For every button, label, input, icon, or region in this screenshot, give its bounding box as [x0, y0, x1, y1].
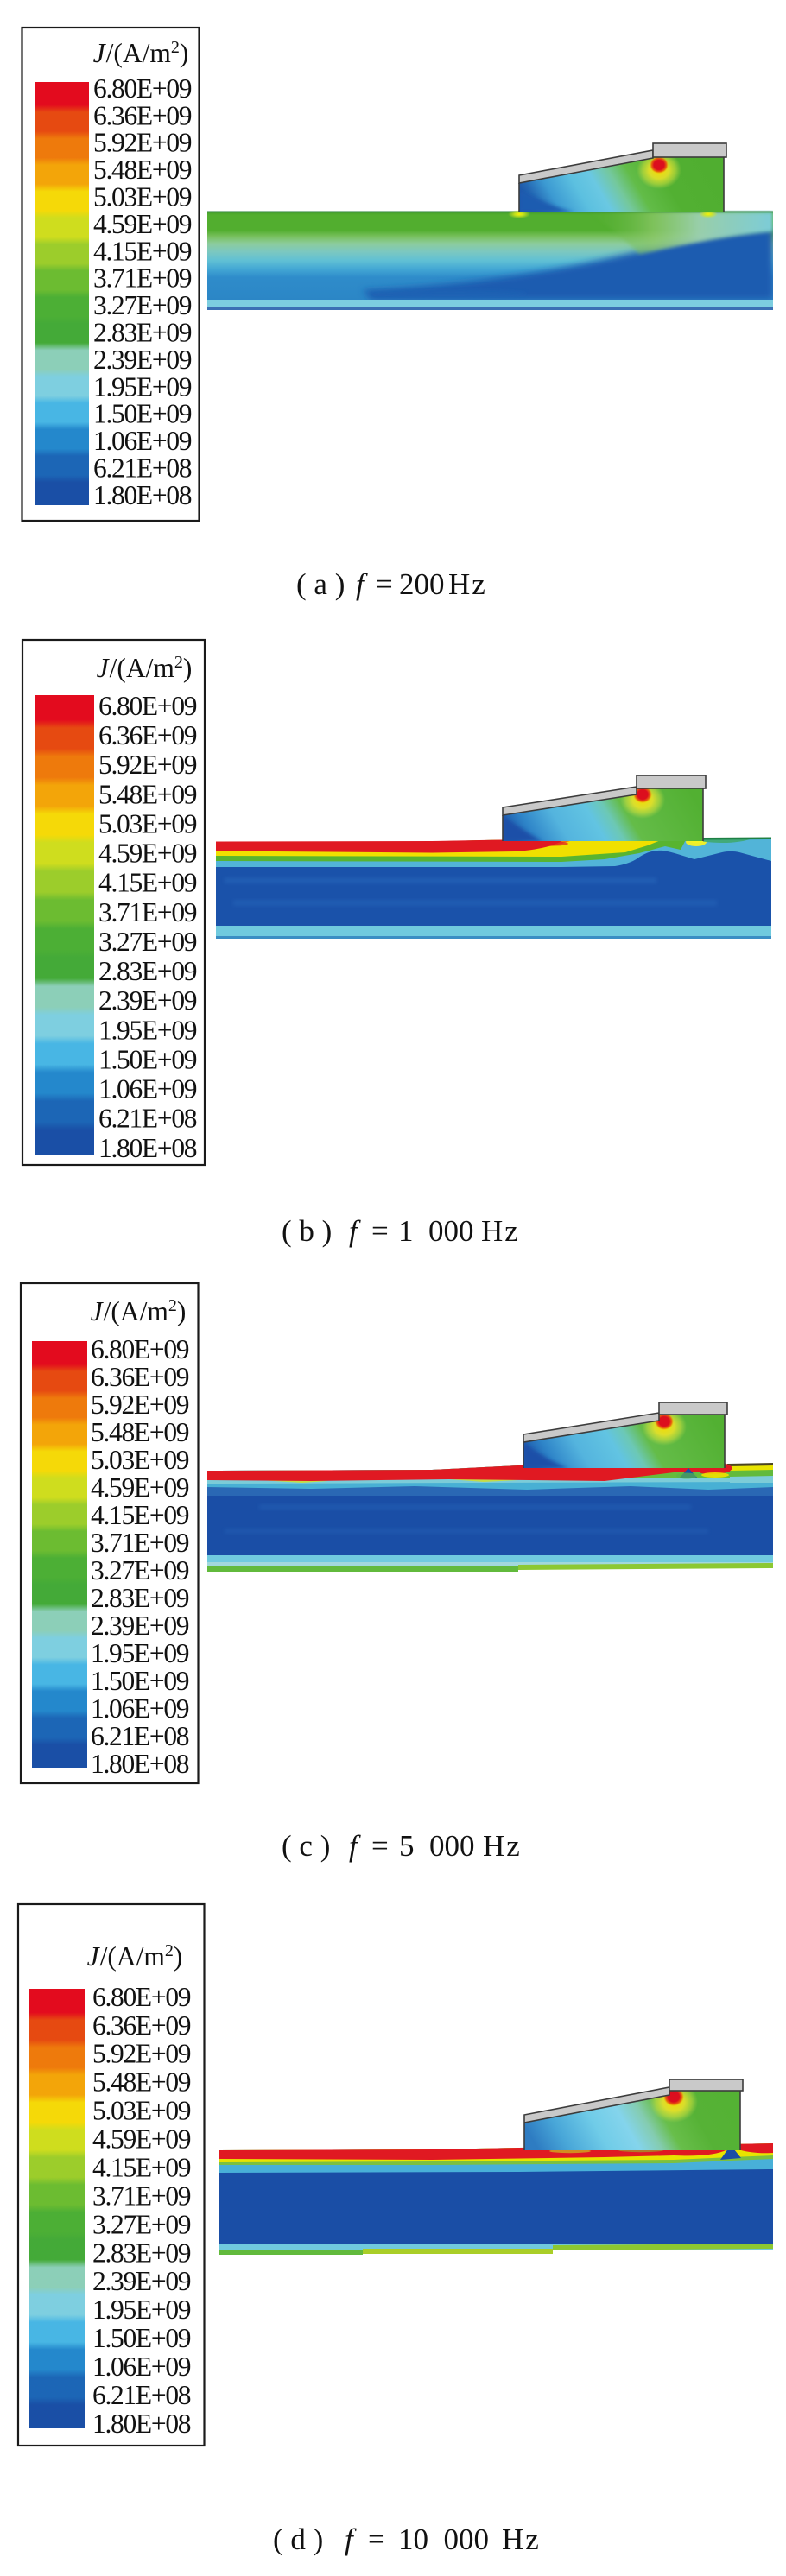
svg-text:f: f — [356, 567, 368, 601]
svg-text:J/(A/m2): J/(A/m2) — [87, 1941, 183, 1972]
svg-text:Hz: Hz — [448, 567, 487, 601]
svg-text:f: f — [349, 1829, 361, 1863]
svg-text:3.27E+09: 3.27E+09 — [93, 290, 192, 320]
svg-text:6.21E+08: 6.21E+08 — [98, 1104, 197, 1134]
svg-text:5.03E+09: 5.03E+09 — [91, 1445, 189, 1475]
svg-text:1.80E+08: 1.80E+08 — [91, 1749, 189, 1779]
svg-text:1.50E+09: 1.50E+09 — [91, 1666, 189, 1696]
svg-text:Hz: Hz — [481, 1214, 520, 1248]
svg-text:4.59E+09: 4.59E+09 — [98, 839, 197, 869]
svg-text:6.80E+09: 6.80E+09 — [93, 73, 192, 104]
svg-text:J/(A/m2): J/(A/m2) — [93, 38, 189, 68]
svg-text:1.95E+09: 1.95E+09 — [98, 1015, 197, 1045]
svg-text:6.21E+08: 6.21E+08 — [91, 1721, 189, 1751]
svg-text:6.80E+09: 6.80E+09 — [92, 1982, 191, 2012]
svg-text:1.80E+08: 1.80E+08 — [92, 2408, 191, 2439]
svg-text:5.03E+09: 5.03E+09 — [98, 808, 197, 839]
svg-text:2.83E+09: 2.83E+09 — [91, 1583, 189, 1613]
svg-text:Hz: Hz — [483, 1829, 522, 1863]
svg-text:4.59E+09: 4.59E+09 — [91, 1472, 189, 1503]
svg-text:J/(A/m2): J/(A/m2) — [97, 653, 193, 683]
svg-text:1.06E+09: 1.06E+09 — [92, 2351, 191, 2382]
svg-text:1.06E+09: 1.06E+09 — [98, 1074, 197, 1104]
svg-text:1.06E+09: 1.06E+09 — [91, 1693, 189, 1724]
svg-text:6.80E+09: 6.80E+09 — [98, 691, 197, 721]
svg-text:3.27E+09: 3.27E+09 — [92, 2209, 191, 2239]
svg-text:1.80E+08: 1.80E+08 — [98, 1133, 197, 1163]
svg-text:4.59E+09: 4.59E+09 — [92, 2124, 191, 2155]
svg-text:2.39E+09: 2.39E+09 — [93, 345, 192, 375]
svg-text:( b ): ( b ) — [282, 1214, 332, 1248]
svg-text:4.15E+09: 4.15E+09 — [92, 2153, 191, 2183]
svg-text:2.83E+09: 2.83E+09 — [92, 2237, 191, 2268]
svg-text:=: = — [376, 567, 393, 601]
svg-text:3.71E+09: 3.71E+09 — [91, 1528, 189, 1558]
svg-text:10 000: 10 000 — [398, 2522, 489, 2556]
svg-text:2.83E+09: 2.83E+09 — [98, 956, 197, 986]
svg-text:5.92E+09: 5.92E+09 — [91, 1389, 189, 1420]
svg-text:4.15E+09: 4.15E+09 — [98, 868, 197, 898]
svg-text:3.27E+09: 3.27E+09 — [91, 1555, 189, 1585]
svg-text:200: 200 — [399, 567, 445, 601]
svg-text:1.95E+09: 1.95E+09 — [91, 1638, 189, 1668]
svg-text:( c ): ( c ) — [282, 1829, 330, 1863]
svg-text:4.15E+09: 4.15E+09 — [91, 1500, 189, 1530]
svg-text:2.83E+09: 2.83E+09 — [93, 318, 192, 348]
svg-text:2.39E+09: 2.39E+09 — [98, 985, 197, 1016]
svg-text:2.39E+09: 2.39E+09 — [91, 1611, 189, 1641]
svg-text:5 000: 5 000 — [399, 1829, 475, 1863]
svg-text:5.03E+09: 5.03E+09 — [93, 182, 192, 212]
svg-text:5.48E+09: 5.48E+09 — [98, 779, 197, 809]
svg-text:5.03E+09: 5.03E+09 — [92, 2096, 191, 2126]
svg-text:5.48E+09: 5.48E+09 — [92, 2067, 191, 2098]
svg-text:2.39E+09: 2.39E+09 — [92, 2266, 191, 2296]
svg-text:1.50E+09: 1.50E+09 — [98, 1045, 197, 1075]
svg-text:( a ): ( a ) — [296, 567, 345, 601]
svg-text:1.50E+09: 1.50E+09 — [93, 399, 192, 429]
svg-text:5.92E+09: 5.92E+09 — [93, 128, 192, 158]
svg-text:=: = — [368, 2522, 385, 2556]
svg-text:5.48E+09: 5.48E+09 — [93, 155, 192, 185]
svg-text:4.15E+09: 4.15E+09 — [93, 236, 192, 266]
svg-text:=: = — [371, 1829, 389, 1863]
svg-text:1.80E+08: 1.80E+08 — [93, 480, 192, 510]
svg-text:6.21E+08: 6.21E+08 — [92, 2380, 191, 2410]
svg-text:5.92E+09: 5.92E+09 — [98, 750, 197, 780]
svg-text:5.48E+09: 5.48E+09 — [91, 1417, 189, 1447]
svg-text:1.95E+09: 1.95E+09 — [92, 2294, 191, 2325]
svg-text:=: = — [371, 1214, 389, 1248]
svg-text:6.36E+09: 6.36E+09 — [98, 720, 197, 750]
svg-text:f: f — [345, 2522, 357, 2556]
svg-text:1.06E+09: 1.06E+09 — [93, 426, 192, 456]
svg-text:6.36E+09: 6.36E+09 — [91, 1362, 189, 1392]
svg-text:J/(A/m2): J/(A/m2) — [91, 1296, 187, 1326]
svg-text:( d ): ( d ) — [273, 2522, 323, 2556]
svg-text:1.95E+09: 1.95E+09 — [93, 371, 192, 402]
svg-text:3.71E+09: 3.71E+09 — [93, 263, 192, 294]
svg-text:3.27E+09: 3.27E+09 — [98, 927, 197, 957]
svg-text:6.21E+08: 6.21E+08 — [93, 453, 192, 484]
svg-text:6.80E+09: 6.80E+09 — [91, 1334, 189, 1364]
svg-text:1.50E+09: 1.50E+09 — [92, 2323, 191, 2353]
svg-text:5.92E+09: 5.92E+09 — [92, 2039, 191, 2069]
svg-text:3.71E+09: 3.71E+09 — [98, 897, 197, 927]
svg-text:f: f — [349, 1214, 361, 1248]
svg-text:4.59E+09: 4.59E+09 — [93, 209, 192, 239]
svg-text:1 000: 1 000 — [398, 1214, 474, 1248]
svg-text:6.36E+09: 6.36E+09 — [92, 2010, 191, 2041]
svg-text:Hz: Hz — [502, 2522, 541, 2556]
svg-text:3.71E+09: 3.71E+09 — [92, 2180, 191, 2211]
svg-text:6.36E+09: 6.36E+09 — [93, 100, 192, 130]
